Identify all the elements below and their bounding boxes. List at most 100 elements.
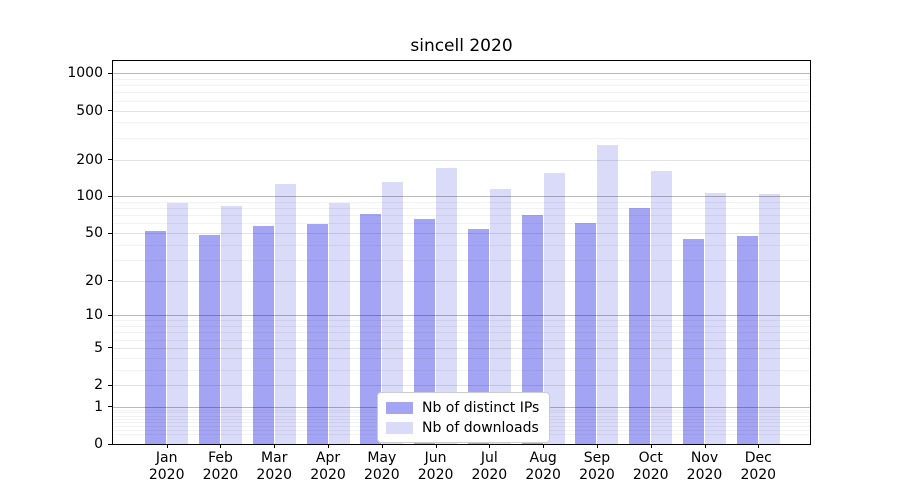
bar-nb-of-downloads-sep bbox=[597, 144, 619, 444]
bar-nb-of-downloads-dec bbox=[758, 194, 780, 444]
gridline-minor bbox=[113, 92, 810, 94]
x-tick-label-mar: Mar 2020 bbox=[256, 450, 293, 483]
y-tick-mark bbox=[108, 280, 112, 282]
y-tick-mark bbox=[108, 347, 112, 349]
x-tick-label-sep: Sep 2020 bbox=[579, 450, 615, 483]
legend-item-downloads: Nb of downloads bbox=[386, 419, 539, 436]
bar-nb-of-downloads-may bbox=[382, 182, 404, 444]
y-tick-label: 100 bbox=[76, 188, 103, 205]
bar-nb-of-downloads-feb bbox=[220, 206, 242, 444]
gridline-minor bbox=[113, 122, 810, 124]
gridline-minor bbox=[113, 326, 810, 328]
bar-nb-of-downloads-apr bbox=[328, 203, 350, 444]
bar-nb-of-downloads-jan bbox=[167, 203, 189, 444]
gridline-minor bbox=[113, 137, 810, 139]
x-tick-mark bbox=[435, 444, 437, 448]
gridline-minor bbox=[113, 208, 810, 210]
gridline-minor bbox=[113, 85, 810, 87]
legend-item-distinct-ips: Nb of distinct IPs bbox=[386, 399, 539, 416]
x-tick-mark bbox=[758, 444, 760, 448]
bar-nb-of-distinct-ips-apr bbox=[306, 224, 328, 444]
gridline-minor bbox=[113, 244, 810, 246]
x-tick-mark bbox=[489, 444, 491, 448]
x-tick-mark bbox=[596, 444, 598, 448]
y-tick-mark bbox=[108, 384, 112, 386]
bar-nb-of-distinct-ips-nov bbox=[683, 238, 704, 444]
y-tick-mark bbox=[108, 72, 112, 74]
legend: Nb of distinct IPs Nb of downloads bbox=[377, 392, 551, 443]
y-tick-mark bbox=[108, 110, 112, 112]
y-tick-label: 20 bbox=[85, 272, 103, 289]
gridline-minor bbox=[113, 100, 810, 102]
x-tick-label-feb: Feb 2020 bbox=[202, 450, 239, 483]
gridline-minor bbox=[113, 215, 810, 217]
gridline-5 bbox=[113, 347, 810, 349]
x-tick-mark bbox=[381, 444, 383, 448]
y-tick-label: 500 bbox=[76, 102, 103, 119]
bar-nb-of-distinct-ips-dec bbox=[736, 236, 758, 444]
gridline-minor bbox=[113, 357, 810, 359]
gridline-minor bbox=[113, 202, 810, 204]
y-tick-label: 200 bbox=[76, 151, 103, 168]
gridline-minor bbox=[113, 79, 810, 81]
bar-nb-of-distinct-ips-jul bbox=[467, 229, 489, 444]
x-tick-mark bbox=[650, 444, 652, 448]
legend-label-distinct-ips: Nb of distinct IPs bbox=[422, 399, 540, 416]
chart-title: sincell 2020 bbox=[410, 36, 513, 56]
bar-nb-of-downloads-aug bbox=[543, 173, 565, 444]
gridline-minor bbox=[113, 259, 810, 261]
x-tick-mark bbox=[543, 444, 545, 448]
bar-nb-of-downloads-jun bbox=[436, 167, 458, 444]
gridline-2 bbox=[113, 385, 810, 387]
x-tick-label-nov: Nov 2020 bbox=[686, 450, 723, 483]
y-tick-label: 5 bbox=[94, 339, 103, 356]
x-tick-mark bbox=[704, 444, 706, 448]
bar-nb-of-distinct-ips-mar bbox=[252, 226, 274, 444]
bar-nb-of-downloads-mar bbox=[274, 183, 296, 444]
gridline-10 bbox=[113, 315, 810, 317]
y-tick-mark bbox=[108, 195, 112, 197]
gridline-minor bbox=[113, 223, 810, 225]
bar-nb-of-distinct-ips-jan bbox=[145, 231, 167, 444]
x-tick-label-may: May 2020 bbox=[363, 450, 400, 483]
bar-nb-of-distinct-ips-aug bbox=[521, 215, 543, 444]
x-tick-mark bbox=[220, 444, 222, 448]
bar-nb-of-distinct-ips-jun bbox=[414, 219, 436, 444]
gridline-minor bbox=[113, 339, 810, 341]
plot-area: 1000 500 200 100 50 20 10 5 2 1 0 Jan 2020 Feb 2020 M… bbox=[67, 60, 811, 483]
y-tick-label: 50 bbox=[85, 225, 103, 242]
legend-label-downloads: Nb of downloads bbox=[422, 419, 539, 436]
x-tick-mark bbox=[328, 444, 330, 448]
gridline-200 bbox=[113, 159, 810, 161]
y-tick-mark bbox=[108, 232, 112, 234]
y-tick-label: 1 bbox=[94, 398, 103, 415]
y-tick-label: 0 bbox=[94, 436, 103, 452]
gridline-1000 bbox=[113, 73, 810, 75]
y-tick-mark bbox=[108, 443, 112, 445]
y-tick-mark bbox=[108, 314, 112, 316]
x-tick-mark bbox=[166, 444, 168, 448]
y-tick-label: 10 bbox=[85, 307, 103, 324]
bar-nb-of-distinct-ips-may bbox=[360, 213, 382, 444]
gridline-minor bbox=[113, 332, 810, 334]
gridline-500 bbox=[113, 110, 810, 112]
gridline-50 bbox=[113, 233, 810, 235]
gridline-minor bbox=[113, 320, 810, 322]
x-tick-label-oct: Oct 2020 bbox=[632, 450, 669, 483]
x-tick-mark bbox=[274, 444, 276, 448]
x-tick-label-jul: Jul 2020 bbox=[471, 450, 508, 483]
gridline-100 bbox=[113, 196, 810, 198]
gridline-minor bbox=[113, 369, 810, 371]
y-tick-mark bbox=[108, 406, 112, 408]
bar-nb-of-downloads-jul bbox=[489, 189, 511, 444]
y-tick-label: 1000 bbox=[67, 65, 103, 82]
y-tick-label: 2 bbox=[94, 377, 103, 394]
bar-nb-of-distinct-ips-feb bbox=[198, 235, 220, 444]
y-tick-mark bbox=[108, 159, 112, 160]
x-tick-label-apr: Apr 2020 bbox=[310, 450, 346, 483]
legend-swatch-downloads bbox=[386, 421, 413, 434]
x-tick-label-aug: Aug 2020 bbox=[525, 450, 561, 483]
plot-inner: 1000 500 200 100 50 20 10 5 2 1 0 Jan 2020 Feb 2020 M… bbox=[67, 61, 810, 483]
bar-nb-of-distinct-ips-oct bbox=[629, 207, 651, 444]
bar-nb-of-downloads-nov bbox=[705, 192, 726, 444]
